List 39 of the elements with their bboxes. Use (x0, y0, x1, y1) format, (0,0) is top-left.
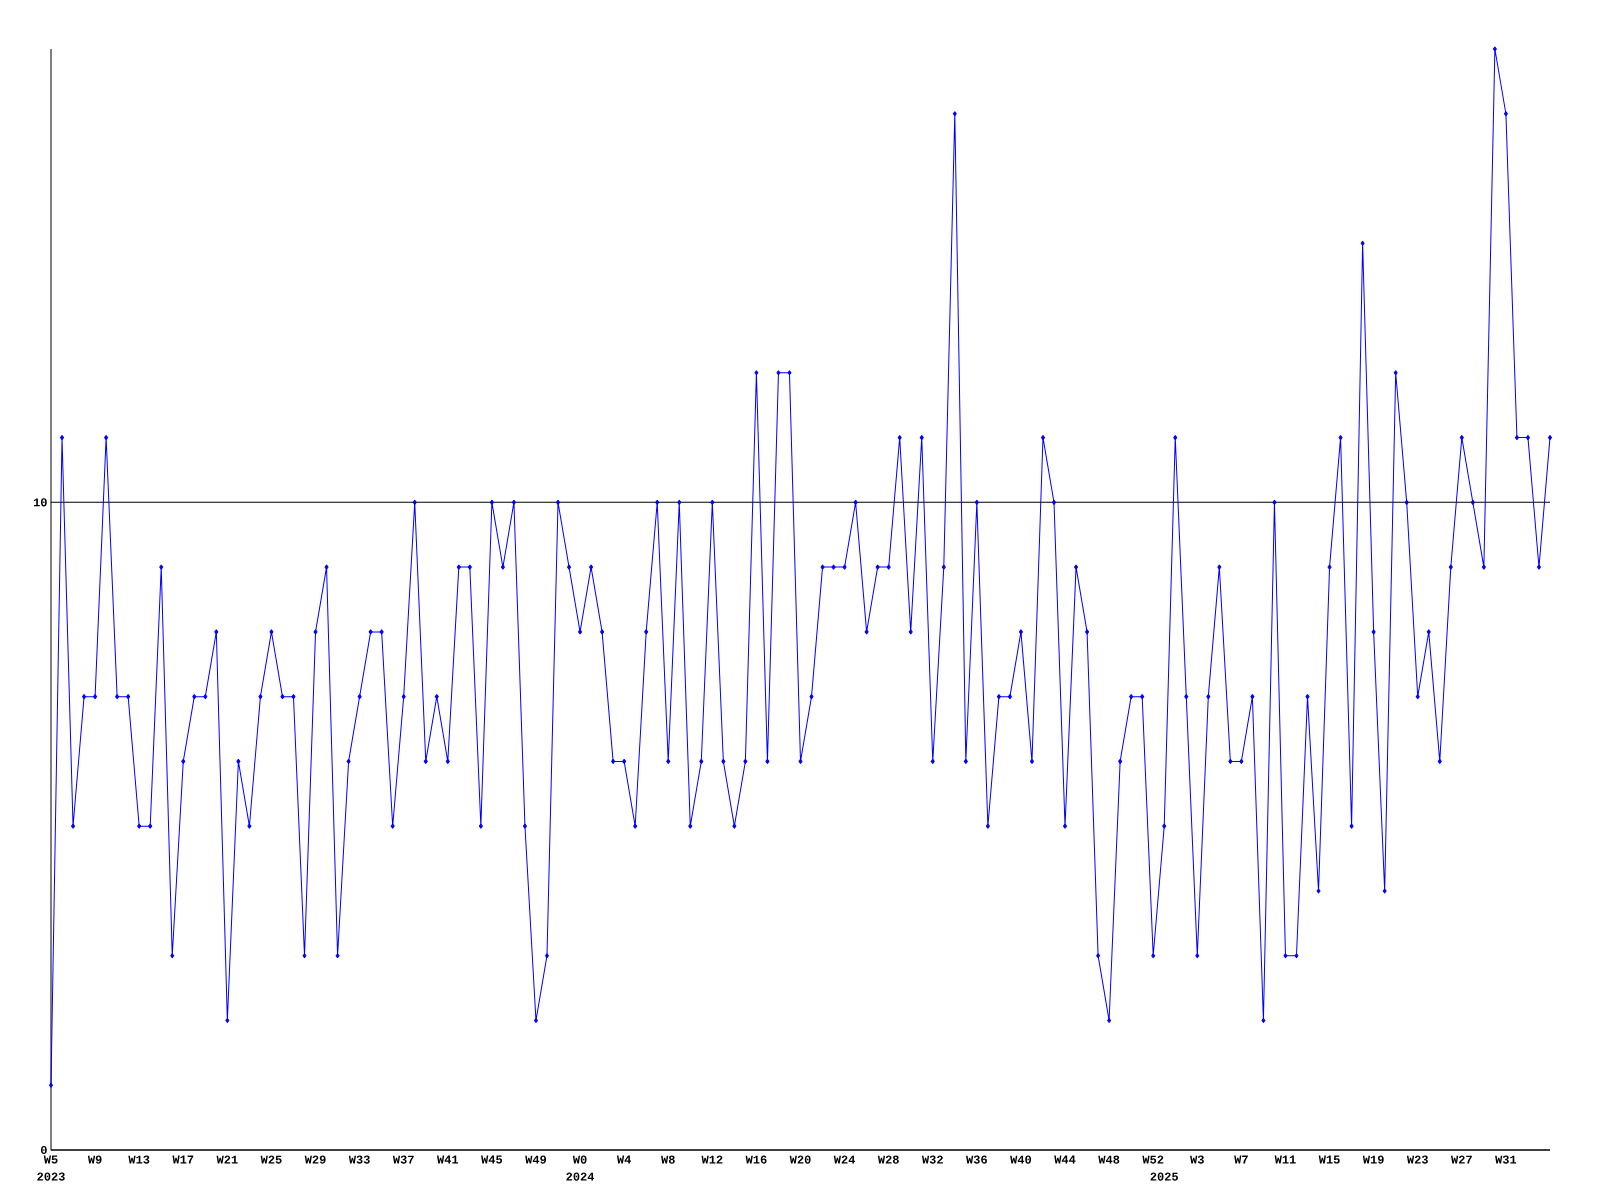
x-tick-label: W3 (1190, 1155, 1204, 1164)
x-tick-label: W5 (43, 1155, 58, 1164)
x-tick-label: W9 (87, 1155, 102, 1164)
text: 2024 (566, 1172, 595, 1181)
x-tick-label: W12 (701, 1155, 723, 1164)
x-tick-label: W33 (348, 1155, 370, 1164)
y-tick-label: 10 (33, 498, 47, 507)
x-tick-label: W19 (1362, 1155, 1384, 1164)
x-tick-label: W44 (1054, 1155, 1076, 1164)
x-tick-label: W36 (966, 1155, 987, 1164)
x-tick-label: W16 (745, 1155, 767, 1164)
x-tick-label: W15 (1318, 1155, 1340, 1164)
x-tick-label: W52 (1142, 1155, 1164, 1164)
x-tick-label: W48 (1098, 1155, 1120, 1164)
x-tick-label: W17 (172, 1155, 194, 1164)
x-tick-label: W11 (1274, 1155, 1296, 1164)
x-tick-label: W21 (216, 1155, 238, 1164)
text: 2023 (37, 1172, 65, 1181)
x-tick-label: W27 (1451, 1155, 1472, 1164)
x-tick-label: W25 (260, 1155, 282, 1164)
x-tick-label: W0 (572, 1155, 587, 1164)
x-tick-label: W28 (877, 1155, 899, 1164)
x-tick-label: W37 (392, 1155, 414, 1164)
x-tick-label: W40 (1010, 1155, 1032, 1164)
x-tick-label: W7 (1234, 1155, 1248, 1164)
x-tick-label: W31 (1495, 1155, 1517, 1164)
text: 2025 (1150, 1172, 1178, 1181)
x-tick-label: W49 (525, 1155, 547, 1164)
x-tick-label: W23 (1406, 1155, 1428, 1164)
x-tick-label: W8 (661, 1155, 675, 1164)
y-tick-label: 0 (40, 1145, 47, 1155)
x-tick-label: W4 (616, 1155, 631, 1164)
x-tick-label: W32 (921, 1155, 943, 1164)
x-tick-label: W13 (128, 1155, 150, 1164)
x-tick-label: W24 (833, 1155, 856, 1164)
x-tick-label: W20 (789, 1155, 811, 1164)
x-tick-label: W29 (304, 1155, 326, 1164)
x-tick-label: W45 (481, 1155, 503, 1164)
x-tick-label: W41 (436, 1155, 459, 1164)
